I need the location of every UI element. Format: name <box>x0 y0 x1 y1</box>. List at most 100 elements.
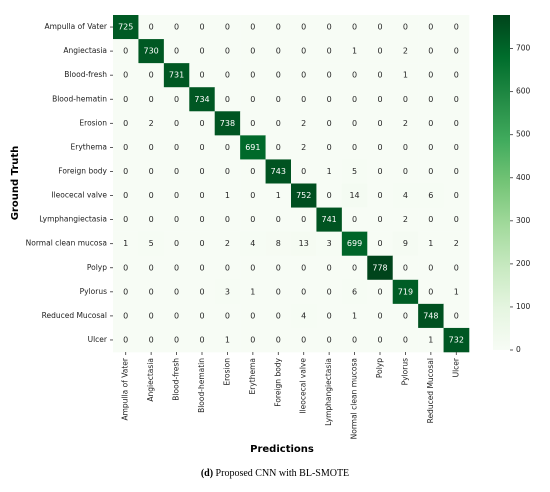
cell-label: 0 <box>301 47 306 56</box>
heatmap-cell <box>443 327 470 353</box>
x-axis-title: Predictions <box>250 444 314 455</box>
heatmap-cell <box>418 159 444 184</box>
cell-label: 0 <box>454 311 459 320</box>
heatmap-cell <box>291 303 317 329</box>
cell-label: 730 <box>144 47 159 56</box>
y-tick-label: Blood-hematin <box>52 94 107 103</box>
heatmap-cell <box>367 231 394 257</box>
heatmap-cell <box>214 303 241 329</box>
heatmap-cell <box>316 279 343 305</box>
heatmap-cell <box>443 87 470 112</box>
heatmap-cell <box>113 327 139 353</box>
colorbar <box>493 15 510 350</box>
cell-label: 0 <box>377 239 382 248</box>
heatmap-cell <box>240 63 266 88</box>
cell-label: 0 <box>123 71 128 80</box>
cell-label: 0 <box>428 263 433 272</box>
cell-label: 0 <box>250 71 255 80</box>
cell-label: 9 <box>403 239 408 248</box>
cell-label: 0 <box>225 23 230 32</box>
cell-label: 1 <box>428 239 433 248</box>
cell-label: 0 <box>174 167 179 176</box>
heatmap-cell <box>240 303 266 329</box>
cell-label: 691 <box>245 143 260 152</box>
heatmap-cell <box>138 135 165 160</box>
cell-label: 0 <box>301 167 306 176</box>
cell-label: 0 <box>250 263 255 272</box>
cell-label: 0 <box>301 95 306 104</box>
cell-label: 0 <box>199 71 204 80</box>
heatmap-cell <box>163 15 190 40</box>
cell-label: 0 <box>225 143 230 152</box>
heatmap-cell <box>163 111 190 136</box>
cell-label: 0 <box>403 95 408 104</box>
cell-label: 0 <box>123 287 128 296</box>
heatmap-cell <box>367 255 394 281</box>
heatmap-cell <box>392 255 419 281</box>
heatmap-cell <box>265 255 292 281</box>
heatmap-cell <box>392 207 419 232</box>
x-tick-label: Blood-hematin <box>197 358 206 413</box>
heatmap-cell <box>113 39 139 64</box>
colorbar-tick-label: 500 <box>516 130 531 139</box>
cell-label: 0 <box>149 191 154 200</box>
x-tick-label: Blood-fresh <box>172 358 181 401</box>
heatmap-cell <box>291 135 317 160</box>
cell-label: 0 <box>428 47 433 56</box>
heatmap-cell <box>163 63 190 88</box>
cell-label: 0 <box>327 263 332 272</box>
heatmap-cell <box>265 111 292 136</box>
heatmap-cell <box>392 231 419 257</box>
heatmap-cell <box>367 303 394 329</box>
y-tick-label: Blood-fresh <box>64 70 107 79</box>
heatmap-cell <box>214 135 241 160</box>
colorbar-tick-label: 0 <box>516 345 521 354</box>
cell-label: 1 <box>428 335 433 344</box>
cell-label: 5 <box>149 239 154 248</box>
cell-label: 0 <box>352 335 357 344</box>
cell-label: 0 <box>123 95 128 104</box>
cell-label: 0 <box>250 191 255 200</box>
cell-label: 0 <box>403 263 408 272</box>
cell-label: 0 <box>327 95 332 104</box>
heatmap-cell <box>418 15 444 40</box>
cell-label: 0 <box>327 71 332 80</box>
heatmap-cell <box>138 159 165 184</box>
cell-label: 0 <box>276 311 281 320</box>
y-tick-label: Ulcer <box>88 335 108 344</box>
heatmap-cell <box>291 183 317 208</box>
heatmap-cell <box>316 135 343 160</box>
cell-label: 0 <box>174 311 179 320</box>
heatmap-cell <box>443 207 470 232</box>
y-tick-label: Foreign body <box>58 166 107 175</box>
cell-label: 0 <box>174 23 179 32</box>
heatmap-cell <box>418 183 444 208</box>
y-tick-label: Erosion <box>79 118 107 127</box>
heatmap-cell <box>341 207 368 232</box>
cell-label: 0 <box>454 119 459 128</box>
heatmap-cell <box>214 15 241 40</box>
heatmap-cell <box>214 159 241 184</box>
caption-text: Proposed CNN with BL-SMOTE <box>216 468 350 479</box>
heatmap-cell <box>214 231 241 257</box>
heatmap-cell <box>189 327 216 353</box>
cell-label: 0 <box>199 143 204 152</box>
heatmap-cell <box>214 39 241 64</box>
x-tick-label: Lymphangiectasia <box>324 358 333 426</box>
heatmap-cell <box>367 39 394 64</box>
heatmap-cell <box>240 135 266 160</box>
x-tick-label: Ulcer <box>451 357 460 377</box>
heatmap-cell <box>367 135 394 160</box>
heatmap-cell <box>392 303 419 329</box>
heatmap-cell <box>113 255 139 281</box>
cell-label: 0 <box>301 263 306 272</box>
cell-label: 0 <box>352 215 357 224</box>
cell-label: 0 <box>123 311 128 320</box>
heatmap-cell <box>240 15 266 40</box>
heatmap-cell <box>392 87 419 112</box>
heatmap-cell <box>113 183 139 208</box>
heatmap-cell <box>443 279 470 305</box>
heatmap-cell <box>367 111 394 136</box>
cell-label: 0 <box>276 335 281 344</box>
heatmap-cell <box>163 183 190 208</box>
